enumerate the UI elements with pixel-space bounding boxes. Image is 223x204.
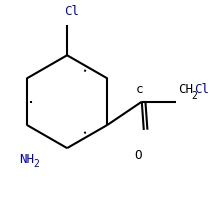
Text: Cl: Cl [194,82,209,95]
Text: NH: NH [19,152,34,165]
Text: O: O [134,148,141,161]
Text: Cl: Cl [64,5,79,18]
Text: c: c [136,82,144,95]
Text: 2: 2 [191,90,197,100]
Text: CH: CH [178,82,193,95]
Text: 2: 2 [33,159,39,169]
